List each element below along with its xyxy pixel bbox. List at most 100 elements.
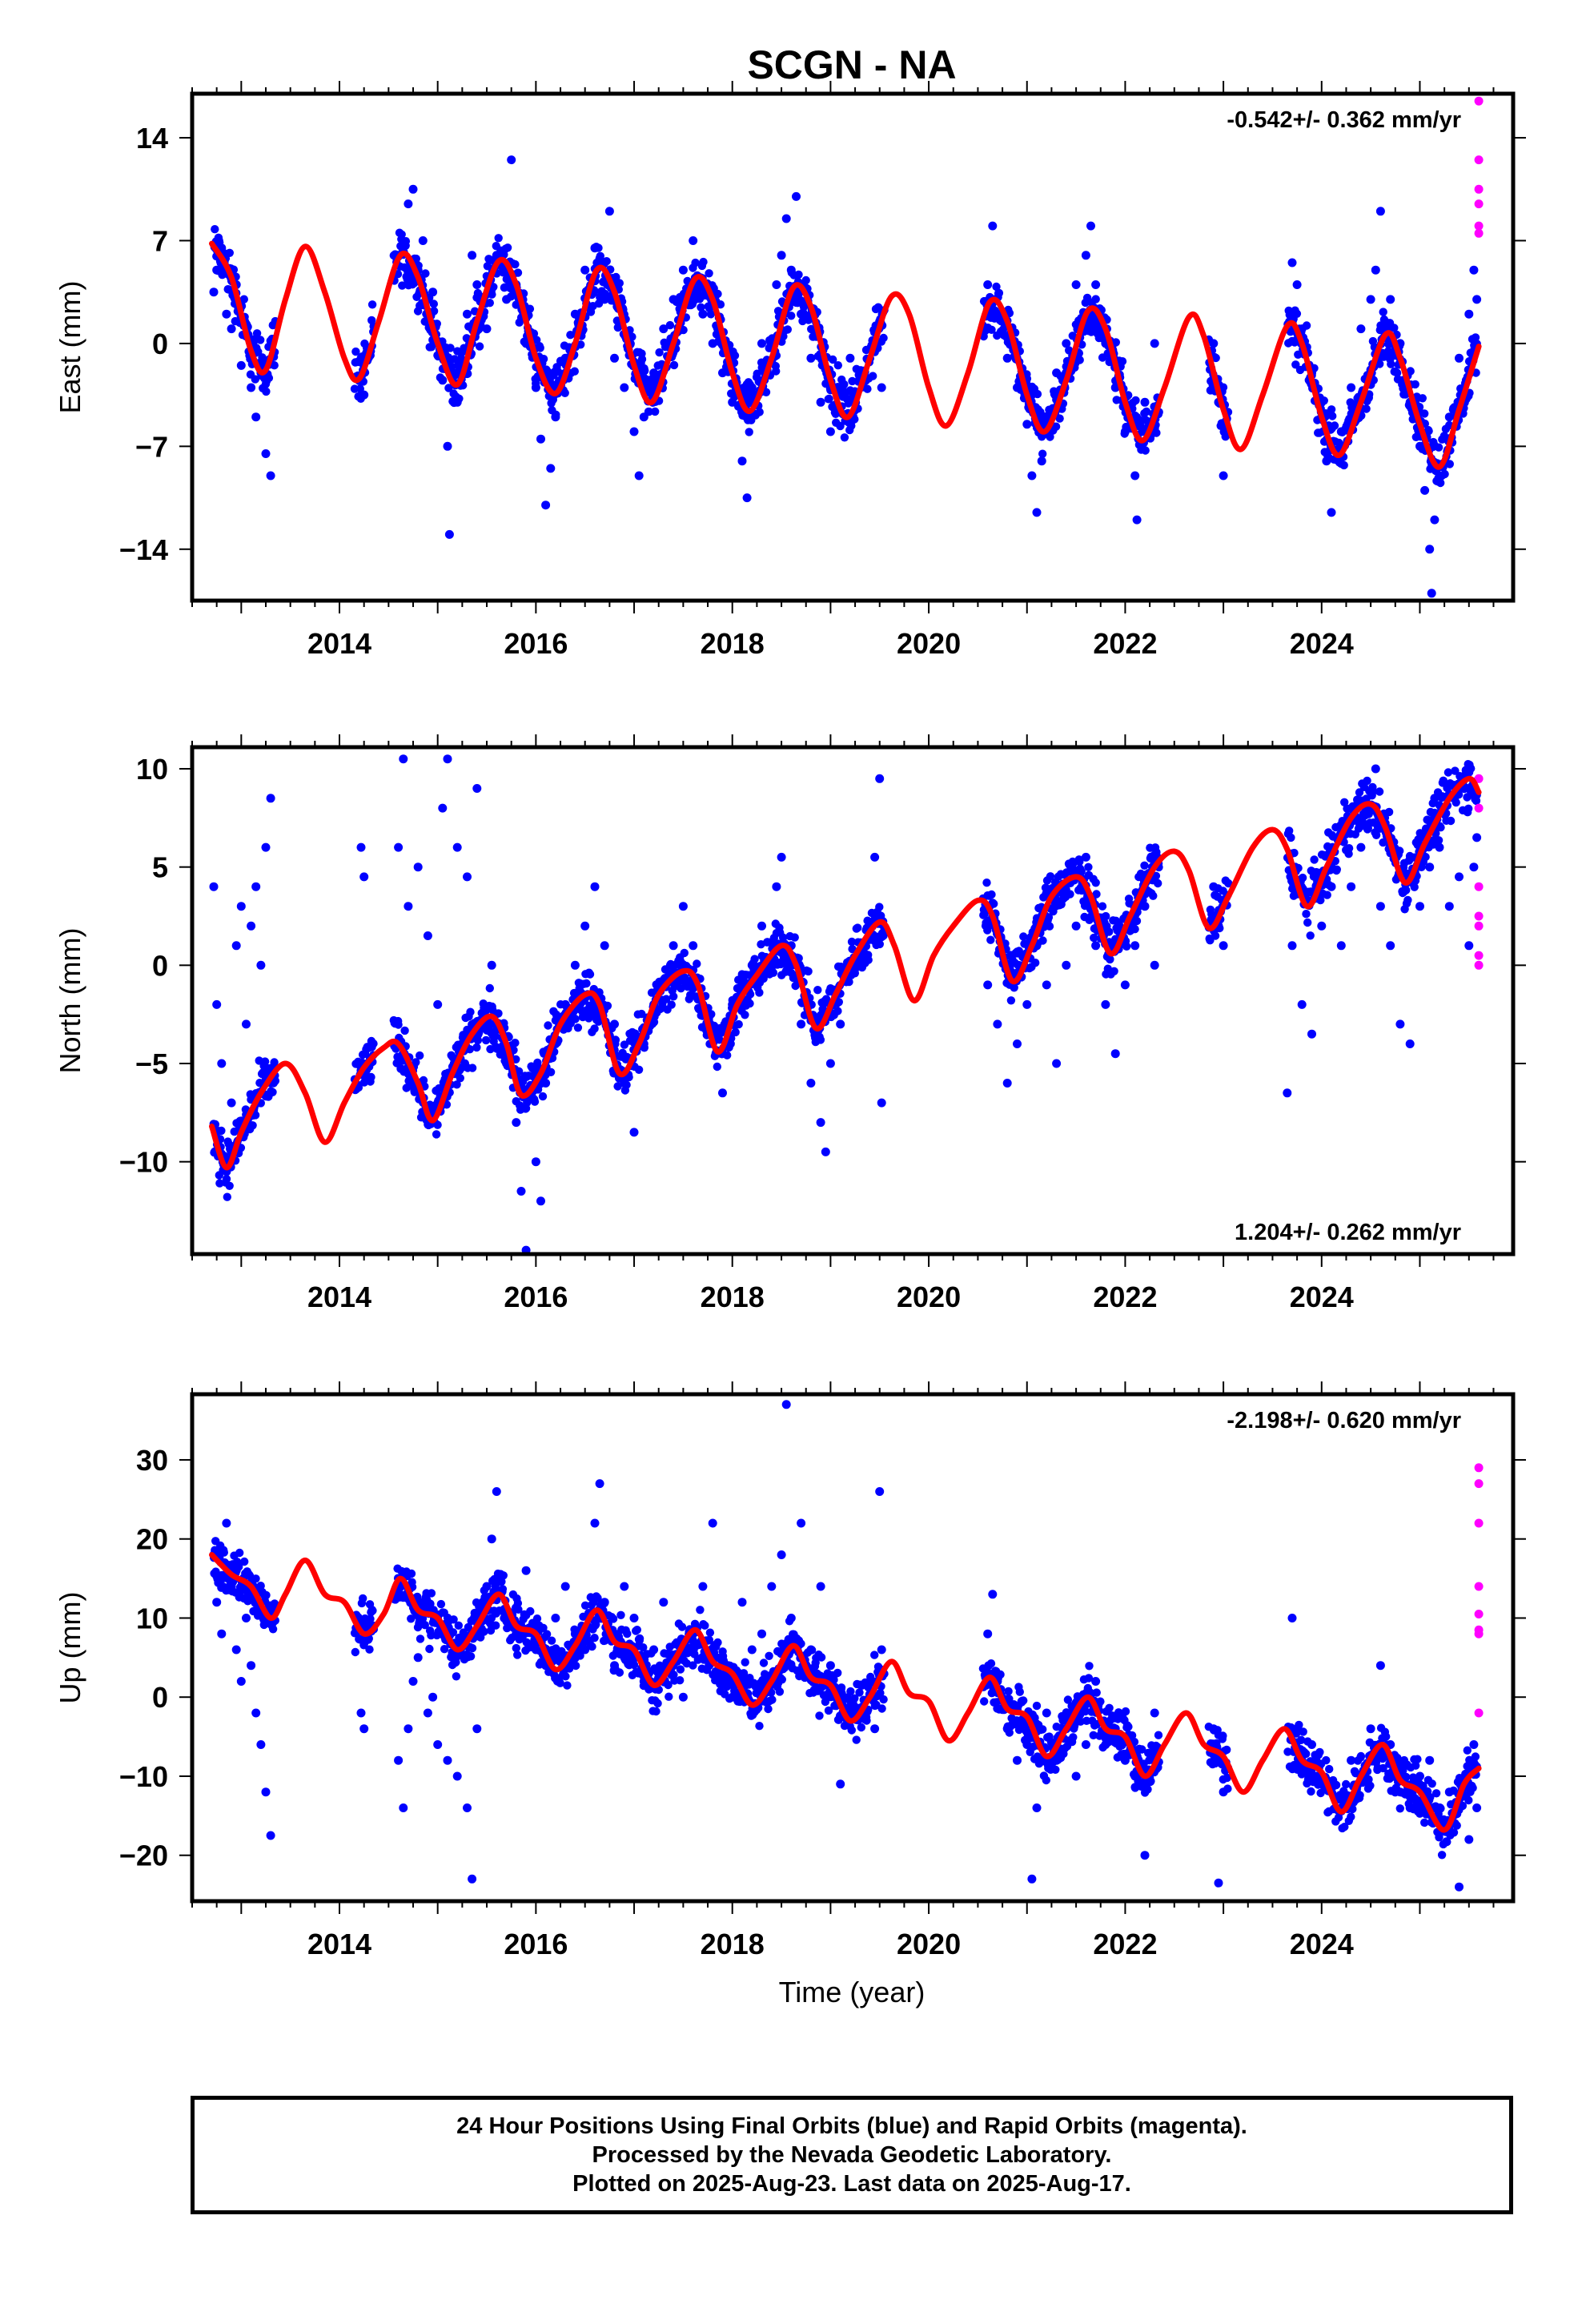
- final-orbit-point: [1055, 414, 1064, 423]
- final-orbit-point: [448, 1628, 458, 1637]
- final-orbit-point: [806, 353, 816, 363]
- panel-up: 2014 2016 2018 2020 2022 2024−20−100102030Up …: [54, 1381, 1526, 1960]
- final-orbit-point: [1062, 339, 1071, 348]
- final-orbit-point: [485, 299, 494, 308]
- final-orbit-point: [421, 269, 430, 278]
- final-orbit-point: [786, 265, 796, 275]
- final-orbit-point: [531, 383, 540, 392]
- y-axis-label: Up (mm): [54, 1592, 86, 1704]
- plot-frame: [190, 91, 1516, 603]
- final-orbit-point: [1340, 798, 1349, 806]
- final-orbit-point: [1046, 872, 1055, 881]
- final-orbit-point: [1371, 764, 1380, 774]
- final-orbit-point: [1421, 852, 1430, 862]
- final-orbit-point: [1375, 902, 1385, 911]
- final-orbit-point: [833, 1007, 842, 1015]
- final-orbit-point: [1319, 396, 1329, 405]
- final-orbit-point: [217, 1126, 226, 1136]
- final-orbit-point: [1219, 383, 1228, 392]
- final-orbit-point: [359, 1594, 367, 1603]
- velocity-rate-label: 1.204+/- 0.262 mm/yr: [1235, 1220, 1461, 1245]
- final-orbit-point: [593, 1594, 602, 1602]
- final-orbit-point: [1344, 844, 1354, 853]
- final-orbit-point: [1150, 339, 1159, 348]
- final-orbit-point: [757, 921, 766, 931]
- final-orbit-point: [262, 1590, 271, 1600]
- final-orbit-point: [1436, 823, 1445, 832]
- final-orbit-point: [1387, 360, 1395, 368]
- final-orbit-point: [572, 1661, 580, 1671]
- final-orbit-point: [468, 1643, 477, 1653]
- final-orbit-point: [580, 265, 590, 275]
- x-tick-label: 2018: [701, 627, 765, 660]
- final-orbit-point: [678, 265, 688, 275]
- final-orbit-point: [669, 360, 679, 370]
- final-orbit-point: [270, 1058, 279, 1067]
- final-orbit-point: [1322, 456, 1331, 466]
- final-orbit-point: [1443, 768, 1453, 777]
- final-orbit-point: [718, 1088, 727, 1098]
- final-orbit-point: [404, 902, 413, 911]
- final-orbit-point: [570, 960, 580, 970]
- final-orbit-point: [266, 471, 275, 480]
- final-orbit-point: [449, 1615, 458, 1624]
- final-orbit-point: [1472, 295, 1482, 304]
- final-orbit-point: [256, 960, 266, 970]
- final-orbit-point: [261, 449, 271, 458]
- final-orbit-point: [689, 236, 698, 245]
- final-orbit-point: [693, 959, 701, 968]
- final-orbit-point: [1038, 936, 1047, 945]
- final-orbit-point: [993, 309, 1002, 319]
- final-orbit-point: [219, 1548, 228, 1557]
- final-orbit-point: [745, 428, 753, 436]
- final-orbit-point: [769, 968, 778, 977]
- final-orbit-point: [691, 258, 700, 267]
- final-orbit-point: [731, 1027, 740, 1037]
- final-orbit-point: [1132, 916, 1142, 926]
- final-orbit-point: [536, 434, 545, 444]
- final-orbit-point: [747, 960, 757, 970]
- final-orbit-point: [604, 207, 614, 216]
- final-orbit-point: [1467, 764, 1476, 773]
- final-orbit-point: [616, 1610, 625, 1620]
- final-orbit-point: [513, 1651, 522, 1659]
- final-orbit-point: [825, 427, 835, 436]
- final-orbit-point: [816, 397, 825, 407]
- final-orbit-point: [1472, 833, 1482, 842]
- final-orbit-point: [231, 941, 241, 951]
- model-fit-line: [209, 775, 1482, 1171]
- final-orbit-point: [1219, 941, 1228, 951]
- x-tick-label: 2018: [701, 1281, 765, 1313]
- final-orbit-point: [436, 1599, 446, 1609]
- final-orbit-point: [356, 842, 366, 852]
- final-orbit-point: [679, 325, 688, 335]
- x-tick-label: 2022: [1093, 627, 1157, 660]
- final-orbit-point: [261, 842, 271, 852]
- final-orbit-point: [1435, 842, 1444, 852]
- final-orbit-point: [541, 1079, 551, 1088]
- final-orbit-point: [576, 340, 585, 349]
- final-orbit-point: [644, 407, 653, 416]
- final-orbit-point: [1410, 883, 1419, 891]
- final-orbit-point: [722, 1683, 732, 1691]
- final-orbit-point: [463, 309, 472, 319]
- x-tick-label: 2022: [1093, 1928, 1157, 1960]
- final-orbit-point: [248, 1121, 257, 1130]
- final-orbit-point: [1420, 485, 1430, 495]
- final-orbit-point: [980, 910, 989, 919]
- final-orbit-point: [366, 1614, 375, 1623]
- final-orbit-points: [209, 1400, 1482, 1892]
- final-orbit-point: [428, 287, 438, 297]
- final-orbit-point: [530, 1097, 540, 1106]
- final-orbit-point: [256, 1582, 265, 1590]
- final-orbit-point: [1152, 428, 1161, 437]
- final-orbit-point: [494, 1009, 503, 1018]
- final-orbit-point: [368, 1606, 377, 1615]
- final-orbit-point: [443, 441, 452, 451]
- final-orbit-point: [1283, 1088, 1292, 1098]
- final-orbit-point: [1101, 999, 1110, 1009]
- x-tick-label: 2014: [307, 1928, 371, 1960]
- x-tick-label: 2014: [307, 1281, 371, 1313]
- final-orbit-point: [1140, 902, 1150, 911]
- final-orbit-point: [369, 1039, 378, 1048]
